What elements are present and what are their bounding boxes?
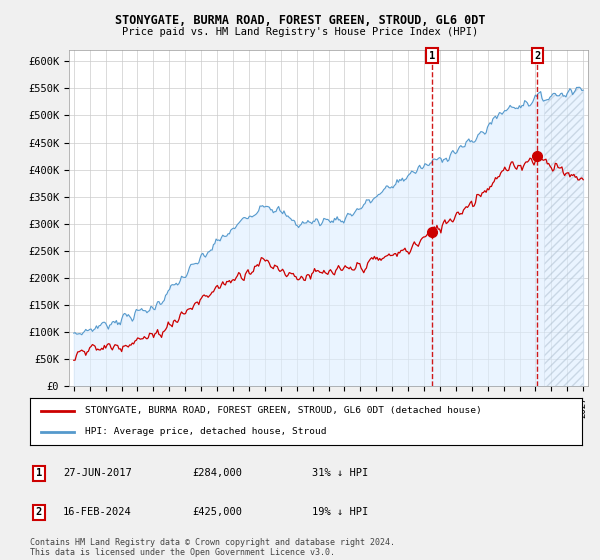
- Text: 19% ↓ HPI: 19% ↓ HPI: [312, 507, 368, 517]
- Text: 2: 2: [36, 507, 42, 517]
- Text: £284,000: £284,000: [192, 468, 242, 478]
- Text: Price paid vs. HM Land Registry's House Price Index (HPI): Price paid vs. HM Land Registry's House …: [122, 27, 478, 37]
- Text: STONYGATE, BURMA ROAD, FOREST GREEN, STROUD, GL6 0DT: STONYGATE, BURMA ROAD, FOREST GREEN, STR…: [115, 14, 485, 27]
- Text: 31% ↓ HPI: 31% ↓ HPI: [312, 468, 368, 478]
- Text: HPI: Average price, detached house, Stroud: HPI: Average price, detached house, Stro…: [85, 427, 326, 436]
- Text: Contains HM Land Registry data © Crown copyright and database right 2024.
This d: Contains HM Land Registry data © Crown c…: [30, 538, 395, 557]
- Text: 1: 1: [36, 468, 42, 478]
- Text: 16-FEB-2024: 16-FEB-2024: [63, 507, 132, 517]
- Text: 2: 2: [534, 51, 541, 61]
- Text: STONYGATE, BURMA ROAD, FOREST GREEN, STROUD, GL6 0DT (detached house): STONYGATE, BURMA ROAD, FOREST GREEN, STR…: [85, 407, 482, 416]
- Text: £425,000: £425,000: [192, 507, 242, 517]
- Text: 1: 1: [429, 51, 435, 61]
- Text: 27-JUN-2017: 27-JUN-2017: [63, 468, 132, 478]
